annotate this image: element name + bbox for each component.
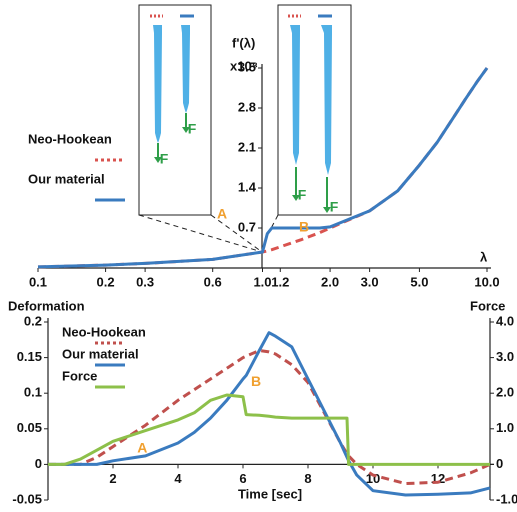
y2-tick-label: -1.0 bbox=[496, 491, 517, 506]
x-tick-label: 5.0 bbox=[410, 274, 428, 289]
y-tick-label: 0.05 bbox=[17, 420, 42, 435]
x-tick-label: 8 bbox=[304, 471, 311, 486]
annotation: A bbox=[137, 439, 147, 455]
y2-tick-label: 0 bbox=[496, 456, 503, 471]
y-tick-label: 0.1 bbox=[24, 385, 42, 400]
y-tick-label: 0.2 bbox=[24, 313, 42, 328]
series-line bbox=[37, 67, 489, 269]
y-tick-label: 1.4 bbox=[238, 179, 257, 194]
y-axis-label: f'(λ) bbox=[232, 35, 255, 50]
annotation: F bbox=[188, 121, 197, 137]
y2-tick-label: 4.0 bbox=[496, 313, 514, 328]
legend-label: Force bbox=[62, 368, 97, 383]
x-tick-label: 10.0 bbox=[474, 274, 499, 289]
annotation: A bbox=[217, 206, 227, 222]
y2-axis-label: Force bbox=[470, 298, 505, 313]
y-tick-label: 2.8 bbox=[238, 99, 256, 114]
y-tick-label: -0.05 bbox=[12, 491, 42, 506]
legend-label: Neo-Hookean bbox=[62, 324, 146, 339]
annotation: F bbox=[298, 187, 307, 203]
legend-label: Our material bbox=[62, 346, 139, 361]
inset-left bbox=[138, 4, 212, 216]
y-axis-label: Deformation bbox=[8, 298, 85, 313]
series-line bbox=[48, 349, 491, 486]
x-tick-label: 3.0 bbox=[361, 274, 379, 289]
y-tick-label: 2.1 bbox=[238, 139, 256, 154]
x-tick-label: 0.6 bbox=[204, 274, 222, 289]
y-tick-label: 0 bbox=[35, 456, 42, 471]
annotation: F bbox=[160, 151, 169, 167]
y2-tick-label: 1.0 bbox=[496, 420, 514, 435]
x-tick-label: 1.2 bbox=[271, 274, 289, 289]
x-tick-label: 4 bbox=[174, 471, 182, 486]
series-line bbox=[48, 331, 491, 497]
x-tick-label: 2 bbox=[109, 471, 116, 486]
y-tick-label: 0.7 bbox=[238, 219, 256, 234]
zoom-lines bbox=[138, 214, 279, 253]
x-tick-label: 1.0 bbox=[253, 274, 271, 289]
y2-tick-label: 3.0 bbox=[496, 349, 514, 364]
inset-right bbox=[277, 4, 352, 216]
x-tick-label: 2.0 bbox=[321, 274, 339, 289]
x-tick-label: 10 bbox=[366, 471, 380, 486]
y-tick-label: 0.15 bbox=[17, 349, 42, 364]
annotation: F bbox=[330, 199, 339, 215]
y-unit: x10⁸ bbox=[230, 58, 258, 73]
x-tick-label: 6 bbox=[239, 471, 246, 486]
y-tick-label: 3.5 bbox=[238, 59, 256, 74]
y2-tick-label: 2.0 bbox=[496, 385, 514, 400]
x-axis-label: λ bbox=[480, 249, 488, 264]
annotation: B bbox=[251, 373, 261, 389]
x-axis-label: Time [sec] bbox=[238, 486, 302, 501]
annotation: B bbox=[299, 219, 309, 235]
legend-label: Neo-Hookean bbox=[28, 131, 112, 146]
x-tick-label: 0.3 bbox=[136, 274, 154, 289]
series-line bbox=[48, 393, 490, 466]
x-tick-label: 0.2 bbox=[97, 274, 115, 289]
legend-label: Our material bbox=[28, 171, 105, 186]
x-tick-label: 0.1 bbox=[29, 274, 47, 289]
